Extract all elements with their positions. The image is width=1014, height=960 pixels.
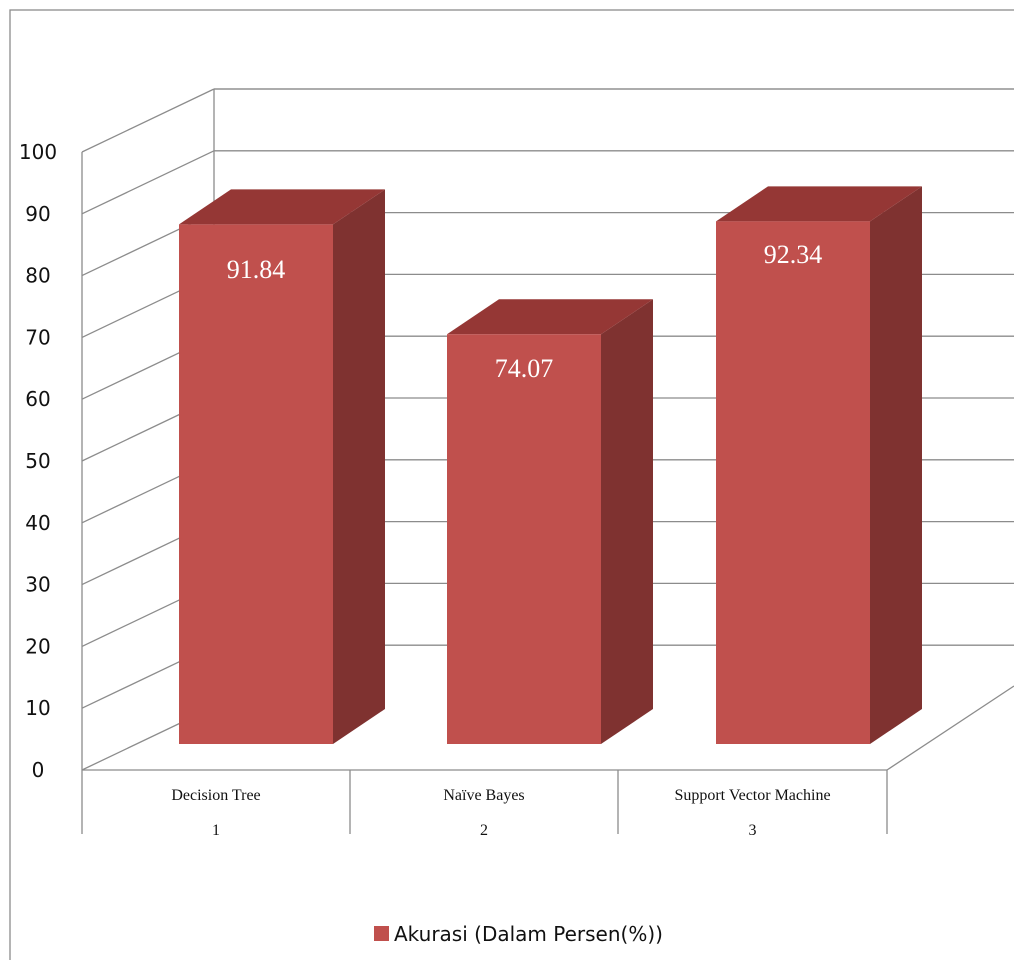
y-axis-ticks: 0 10 20 30 40 50 60 70 80 90 100 <box>19 140 57 782</box>
bar <box>179 224 333 744</box>
bar-side-face <box>870 186 922 744</box>
data-label: 74.07 <box>495 354 554 383</box>
gridline-side <box>81 150 215 215</box>
bar-top-face <box>179 189 385 225</box>
y-tick-label: 60 <box>25 387 50 411</box>
y-tick-label: 10 <box>25 696 50 720</box>
bar <box>447 334 601 744</box>
bar-top-face <box>716 186 922 222</box>
bar <box>716 221 870 744</box>
floor-right-edge <box>886 685 1014 771</box>
bar-side-face <box>333 189 385 744</box>
category-label: Support Vector Machine <box>674 787 830 804</box>
y-tick-label: 90 <box>25 202 50 226</box>
category-label: Decision Tree <box>171 787 260 804</box>
data-label: 92.34 <box>764 240 823 269</box>
y-tick-label: 50 <box>25 449 50 473</box>
y-tick-label: 0 <box>32 758 45 782</box>
bars: 91.84 74.07 92.34 <box>179 186 922 744</box>
y-tick-label: 20 <box>25 634 50 658</box>
category-number: 3 <box>749 822 757 839</box>
bar-side-face <box>601 299 653 744</box>
category-axis-table: Decision Tree 1 Naïve Bayes 2 Support Vector… <box>81 770 888 839</box>
y-tick-label: 40 <box>25 511 50 535</box>
y-tick-label: 80 <box>25 264 50 288</box>
data-label: 91.84 <box>227 255 286 284</box>
legend: Akurasi (Dalam Persen(%)) <box>374 922 663 946</box>
y-tick-label: 100 <box>19 140 57 164</box>
category-label: Naïve Bayes <box>443 787 524 804</box>
chart-border <box>9 9 1014 960</box>
bar-top-face <box>447 299 653 335</box>
y-tick-label: 30 <box>25 573 50 597</box>
gridline-side <box>81 88 215 153</box>
category-number: 2 <box>480 822 488 839</box>
y-tick-label: 70 <box>25 325 50 349</box>
category-number: 1 <box>212 822 220 839</box>
legend-label: Akurasi (Dalam Persen(%)) <box>394 922 663 946</box>
legend-swatch <box>374 926 389 941</box>
